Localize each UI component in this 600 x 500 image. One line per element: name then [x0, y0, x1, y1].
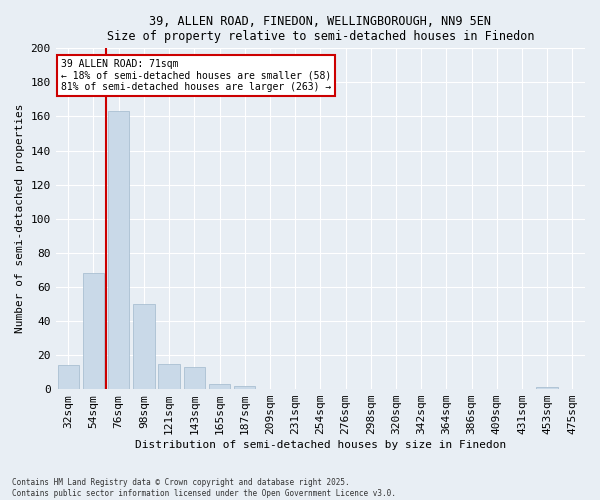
X-axis label: Distribution of semi-detached houses by size in Finedon: Distribution of semi-detached houses by … [135, 440, 506, 450]
Bar [133, 304, 155, 389]
Bar [158, 364, 180, 389]
Bar [209, 384, 230, 389]
Text: Contains HM Land Registry data © Crown copyright and database right 2025.
Contai: Contains HM Land Registry data © Crown c… [12, 478, 396, 498]
Bar [234, 386, 256, 389]
Bar [536, 388, 558, 389]
Bar [108, 112, 130, 389]
Y-axis label: Number of semi-detached properties: Number of semi-detached properties [15, 104, 25, 334]
Bar [83, 273, 104, 389]
Text: 39 ALLEN ROAD: 71sqm
← 18% of semi-detached houses are smaller (58)
81% of semi-: 39 ALLEN ROAD: 71sqm ← 18% of semi-detac… [61, 58, 331, 92]
Title: 39, ALLEN ROAD, FINEDON, WELLINGBOROUGH, NN9 5EN
Size of property relative to se: 39, ALLEN ROAD, FINEDON, WELLINGBOROUGH,… [107, 15, 534, 43]
Bar [58, 365, 79, 389]
Bar [184, 367, 205, 389]
